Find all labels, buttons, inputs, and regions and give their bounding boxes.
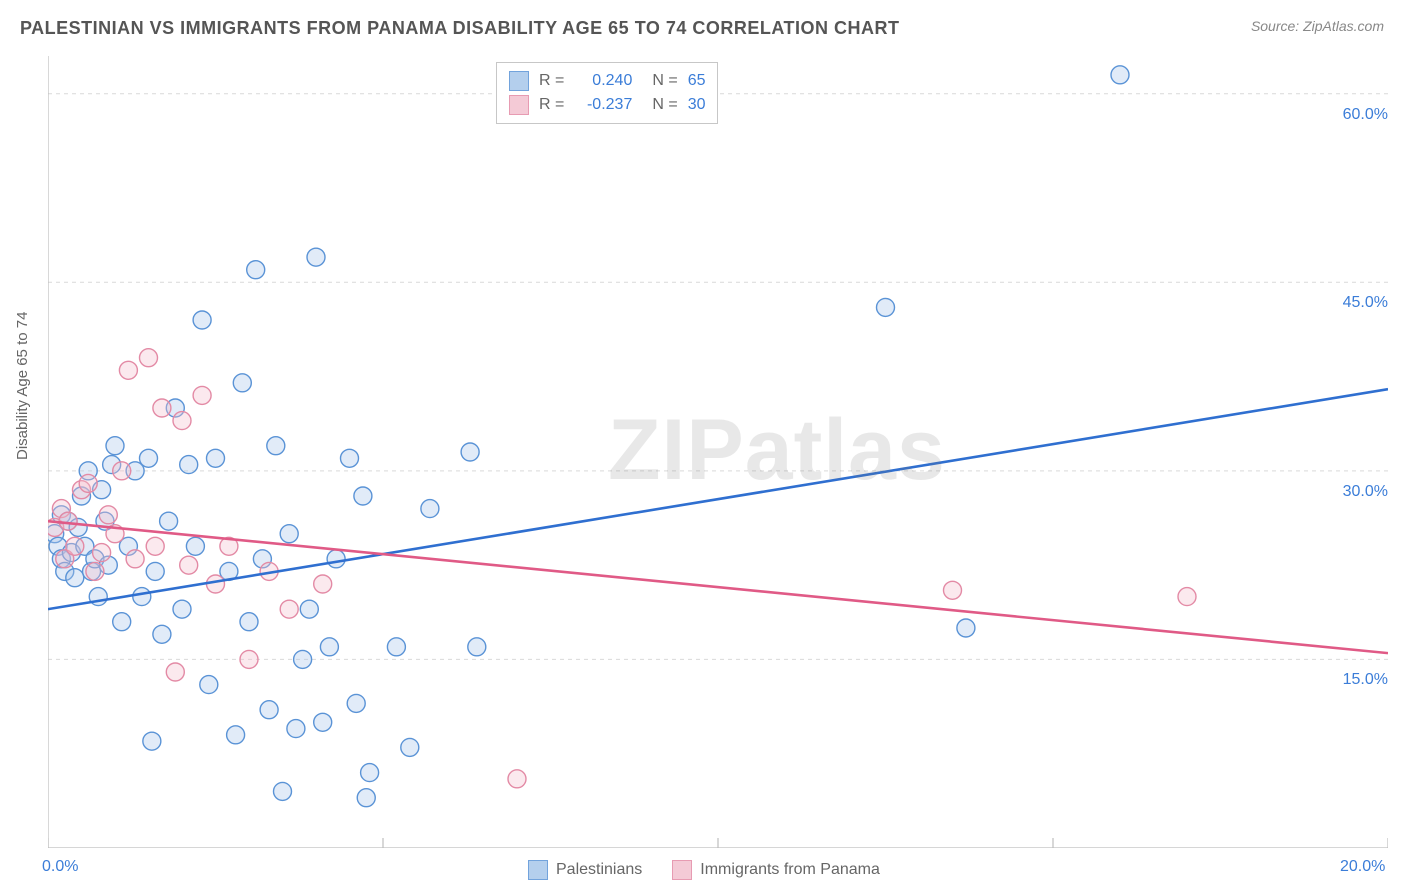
y-tick-label: 45.0% [1328, 294, 1388, 312]
legend-swatch [528, 860, 548, 880]
source-attribution: Source: ZipAtlas.com [1251, 18, 1384, 34]
series-name: Immigrants from Panama [700, 861, 880, 879]
x-tick-label: 0.0% [42, 858, 78, 876]
series-legend-item: Palestinians [528, 860, 642, 880]
series-legend-item: Immigrants from Panama [672, 860, 880, 880]
y-tick-label: 30.0% [1328, 483, 1388, 501]
legend-swatch [509, 71, 529, 91]
y-tick-label: 60.0% [1328, 106, 1388, 124]
legend-n-label: N = [652, 72, 677, 90]
chart-svg [48, 56, 1388, 848]
legend-n-value: 30 [688, 96, 706, 114]
legend-r-label: R = [539, 72, 564, 90]
y-tick-label: 15.0% [1328, 671, 1388, 689]
legend-r-value: -0.237 [574, 96, 632, 114]
chart-title: PALESTINIAN VS IMMIGRANTS FROM PANAMA DI… [20, 18, 900, 39]
correlation-legend-row: R = 0.240 N = 65 [509, 69, 705, 93]
chart-plot-area: ZIPatlas R =0.240N =65R =-0.237N =30 Pal… [48, 56, 1388, 848]
x-tick-label: 20.0% [1340, 858, 1385, 876]
legend-swatch [672, 860, 692, 880]
series-name: Palestinians [556, 861, 642, 879]
legend-r-value: 0.240 [574, 72, 632, 90]
correlation-legend: R = 0.240 N = 65 R = -0.237 N = 30 [496, 62, 718, 124]
legend-n-label: N = [652, 96, 677, 114]
correlation-legend-row: R = -0.237 N = 30 [509, 93, 705, 117]
y-axis-label: Disability Age 65 to 74 [14, 312, 31, 460]
legend-swatch [509, 95, 529, 115]
legend-r-label: R = [539, 96, 564, 114]
legend-n-value: 65 [688, 72, 706, 90]
series-legend: Palestinians Immigrants from Panama [528, 860, 880, 880]
